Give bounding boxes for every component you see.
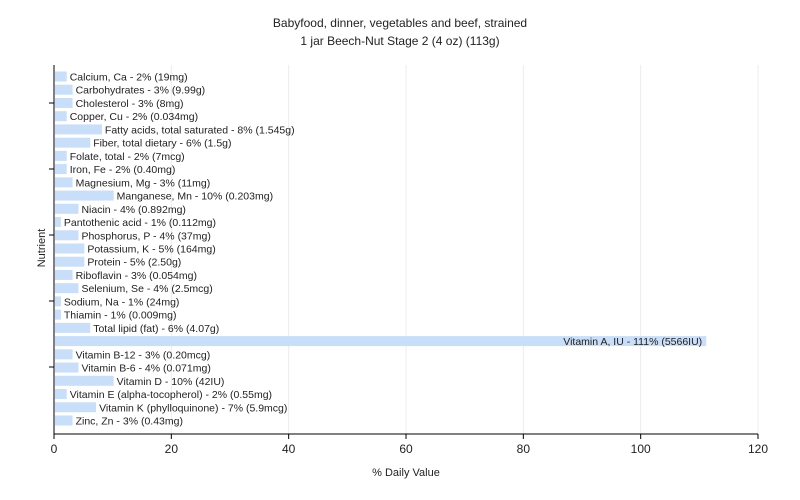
bar	[55, 415, 73, 426]
x-tick-label: 0	[51, 442, 58, 456]
bar	[55, 336, 707, 347]
bar	[55, 309, 61, 320]
x-tick-label: 60	[399, 442, 413, 456]
bar-label: Phosphorus, P - 4% (37mg)	[81, 230, 210, 242]
bar	[55, 150, 67, 161]
bar-label: Vitamin A, IU - 111% (5566IU)	[563, 336, 702, 348]
bar-label: Riboflavin - 3% (0.054mg)	[76, 270, 197, 282]
bar-label: Zinc, Zn - 3% (0.43mg)	[76, 415, 183, 427]
bar	[55, 402, 97, 413]
x-tick-label: 40	[282, 442, 296, 456]
bar-label: Vitamin B-6 - 4% (0.071mg)	[81, 363, 210, 375]
bar-label: Pantothenic acid - 1% (0.112mg)	[64, 217, 216, 229]
bar-label: Magnesium, Mg - 3% (11mg)	[76, 177, 211, 189]
bar-label: Thiamin - 1% (0.009mg)	[64, 310, 177, 322]
y-axis-ticks	[49, 102, 54, 368]
bar-label: Protein - 5% (2.50g)	[87, 257, 181, 269]
bar-label: Potassium, K - 5% (164mg)	[87, 243, 215, 255]
bar-label: Folate, total - 2% (7mcg)	[70, 151, 185, 163]
bar	[55, 389, 67, 400]
bars-group: Calcium, Ca - 2% (19mg)Carbohydrates - 3…	[55, 71, 707, 427]
bar	[55, 84, 73, 95]
bar	[55, 137, 91, 148]
bar	[55, 296, 61, 307]
bar-label: Vitamin D - 10% (42IU)	[117, 376, 225, 388]
bar	[55, 190, 114, 201]
bar-label: Carbohydrates - 3% (9.99g)	[76, 85, 206, 97]
x-tick-label: 20	[165, 442, 179, 456]
bar-label: Copper, Cu - 2% (0.034mg)	[70, 111, 198, 123]
bar-label: Sodium, Na - 1% (24mg)	[64, 296, 180, 308]
bar	[55, 217, 61, 228]
bar	[55, 283, 79, 294]
x-tick-label: 100	[631, 442, 651, 456]
bar	[55, 256, 85, 267]
bar	[55, 164, 67, 175]
bar	[55, 362, 79, 373]
x-tick-label: 80	[517, 442, 531, 456]
x-axis-ticks: 0 20 40 60 80 100 120	[51, 434, 768, 456]
y-axis-label: Nutrient	[36, 229, 48, 268]
bar-label: Fiber, total dietary - 6% (1.5g)	[93, 138, 231, 150]
bar	[55, 111, 67, 122]
bar-label: Cholesterol - 3% (8mg)	[76, 98, 184, 110]
bar-label: Fatty acids, total saturated - 8% (1.545…	[105, 124, 295, 136]
chart-title: Babyfood, dinner, vegetables and beef, s…	[273, 16, 527, 30]
x-tick-label: 120	[748, 442, 768, 456]
bar	[55, 375, 114, 386]
bar-label: Calcium, Ca - 2% (19mg)	[70, 72, 188, 84]
bar-label: Iron, Fe - 2% (0.40mg)	[70, 164, 176, 176]
bar-label: Vitamin K (phylloquinone) - 7% (5.9mcg)	[99, 402, 287, 414]
bar	[55, 269, 73, 280]
bar-label: Selenium, Se - 4% (2.5mcg)	[81, 283, 212, 295]
bar	[55, 322, 91, 333]
bar-label: Manganese, Mn - 10% (0.203mg)	[117, 191, 273, 203]
bar-label: Total lipid (fat) - 6% (4.07g)	[93, 323, 219, 335]
bar	[55, 349, 73, 360]
bar	[55, 71, 67, 82]
bar	[55, 97, 73, 108]
gridlines	[170, 65, 759, 434]
bar-label: Vitamin E (alpha-tocopherol) - 2% (0.55m…	[70, 389, 272, 401]
bar-label: Vitamin B-12 - 3% (0.20mcg)	[76, 349, 211, 361]
bar-label: Niacin - 4% (0.892mg)	[81, 204, 185, 216]
x-axis-label: % Daily Value	[372, 467, 440, 479]
chart-subtitle: 1 jar Beech-Nut Stage 2 (4 oz) (113g)	[300, 34, 499, 48]
bar	[55, 177, 73, 188]
bar	[55, 203, 79, 214]
bar	[55, 243, 85, 254]
bar	[55, 124, 102, 135]
bar	[55, 230, 79, 241]
